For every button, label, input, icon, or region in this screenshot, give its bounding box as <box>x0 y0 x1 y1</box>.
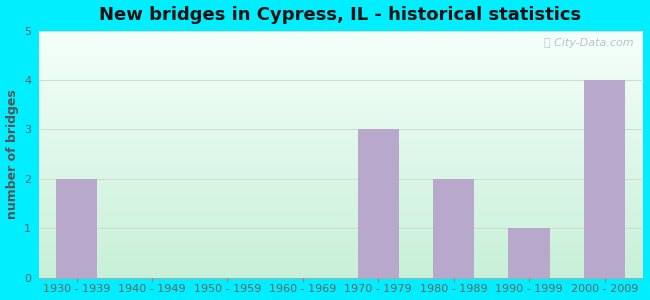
Text: ⓘ City-Data.com: ⓘ City-Data.com <box>543 38 633 48</box>
Bar <box>584 80 625 278</box>
Bar <box>508 228 550 278</box>
Y-axis label: number of bridges: number of bridges <box>6 89 19 219</box>
Bar <box>433 179 474 278</box>
Bar <box>358 129 399 278</box>
Title: New bridges in Cypress, IL - historical statistics: New bridges in Cypress, IL - historical … <box>99 6 582 24</box>
Bar <box>56 179 98 278</box>
